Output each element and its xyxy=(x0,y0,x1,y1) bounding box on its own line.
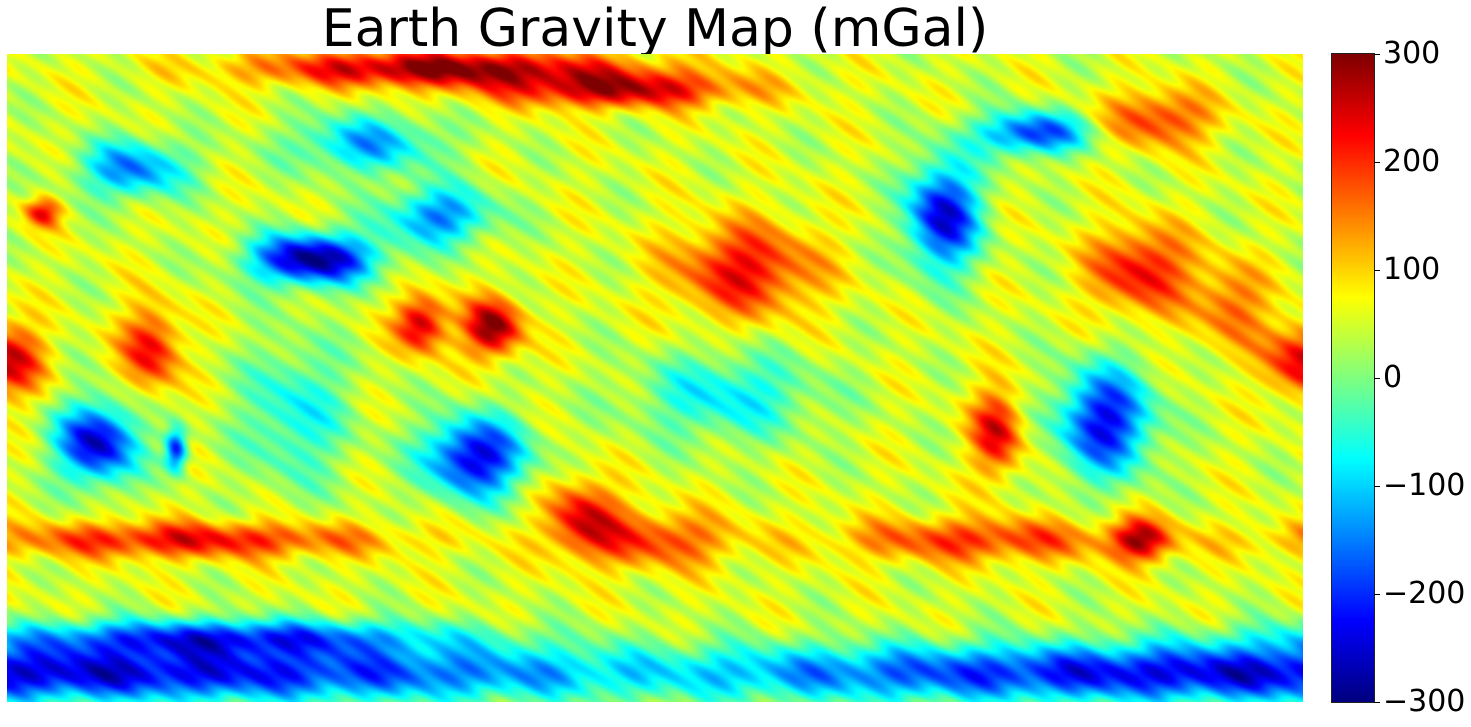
gravity-map xyxy=(7,54,1303,702)
colorbar-tick-label: 300 xyxy=(1383,36,1441,71)
colorbar-tick-label: −100 xyxy=(1383,468,1466,503)
colorbar-tick-mark xyxy=(1374,593,1380,595)
colorbar xyxy=(1331,53,1375,703)
colorbar-tick-mark xyxy=(1374,377,1380,379)
colorbar-tick-mark xyxy=(1374,269,1380,271)
colorbar-tick-mark xyxy=(1374,53,1380,55)
colorbar-tick-label: −200 xyxy=(1383,576,1466,611)
colorbar-tick-mark xyxy=(1374,701,1380,703)
colorbar-tick-label: −300 xyxy=(1383,684,1466,719)
map-title: Earth Gravity Map (mGal) xyxy=(321,0,989,59)
colorbar-tick-mark xyxy=(1374,485,1380,487)
colorbar-tick-label: 0 xyxy=(1383,360,1403,395)
colorbar-tick-mark xyxy=(1374,161,1380,163)
colorbar-tick-label: 100 xyxy=(1383,252,1441,287)
colorbar-tick-label: 200 xyxy=(1383,144,1441,179)
